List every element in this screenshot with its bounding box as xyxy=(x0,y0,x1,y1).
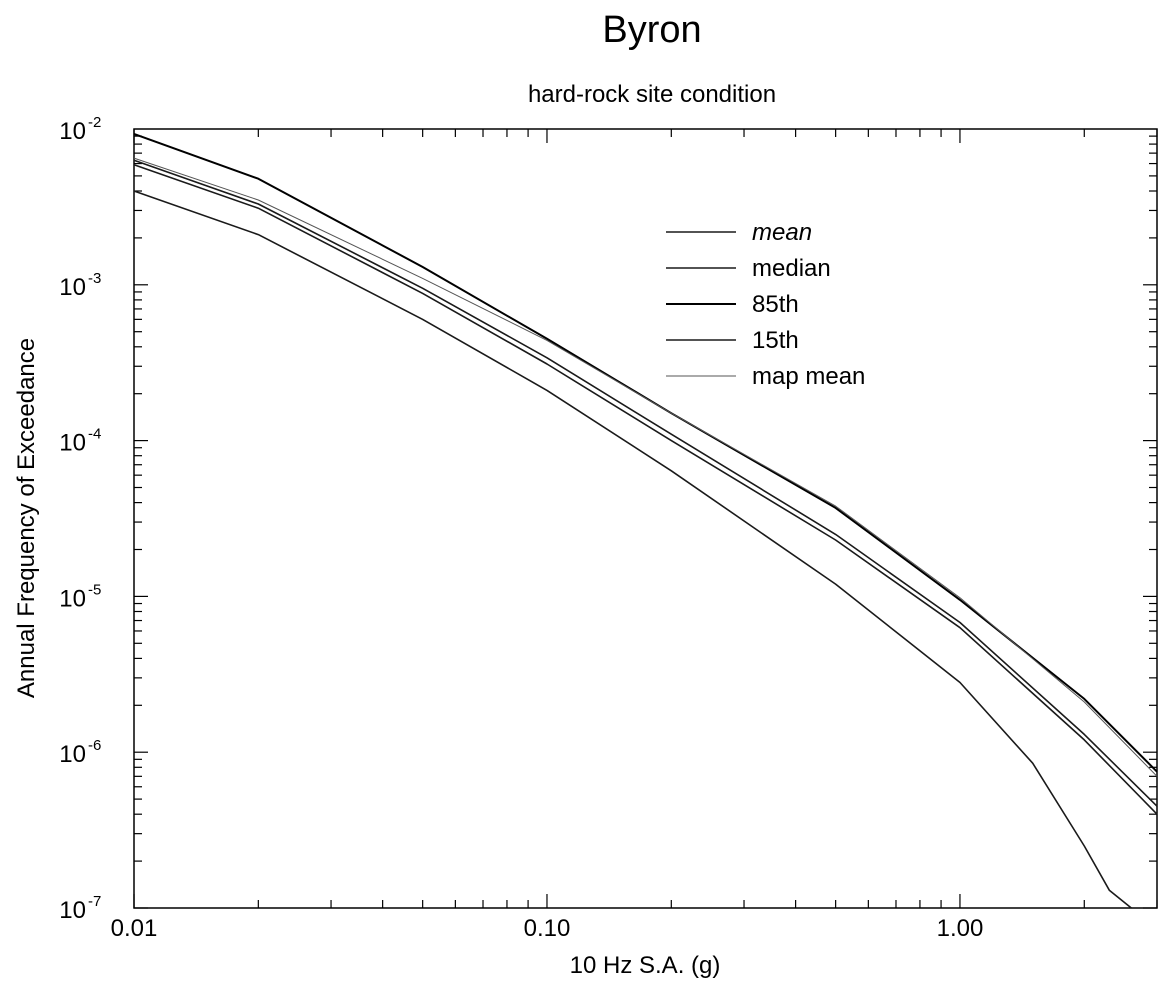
y-tick-label: 10 xyxy=(59,430,86,457)
y-tick-label: 10 xyxy=(59,741,86,768)
chart-subtitle: hard-rock site condition xyxy=(528,81,776,108)
legend-label: map mean xyxy=(752,363,865,390)
y-tick-exponent: -6 xyxy=(88,737,101,754)
x-tick-label: 0.10 xyxy=(524,915,571,942)
y-tick-label: 10 xyxy=(59,897,86,924)
x-tick-label: 1.00 xyxy=(937,915,984,942)
y-tick-exponent: -2 xyxy=(88,114,101,131)
legend-label: 85th xyxy=(752,291,799,318)
y-tick-label: 10 xyxy=(59,118,86,145)
axis-ticks xyxy=(133,129,1158,909)
y-tick-exponent: -4 xyxy=(88,426,101,443)
x-axis-label: 10 Hz S.A. (g) xyxy=(570,952,721,979)
legend: mean median 85th 15th map mean xyxy=(666,219,865,390)
series-line-median xyxy=(133,163,1158,815)
y-tick-exponent: -3 xyxy=(88,270,101,287)
plot-frame xyxy=(133,128,1158,909)
y-tick-exponent: -5 xyxy=(88,581,101,598)
y-tick-label: 10 xyxy=(59,274,86,301)
series-line-85th xyxy=(133,132,1158,773)
x-tick-labels: 0.01 0.10 1.00 xyxy=(111,915,984,942)
series-line-mean xyxy=(133,159,1158,807)
chart-title: Byron xyxy=(602,9,701,51)
legend-label: mean xyxy=(752,219,812,246)
legend-label: median xyxy=(752,255,831,282)
y-tick-label: 10 xyxy=(59,585,86,612)
series-line-map-mean xyxy=(133,157,1158,777)
series-line-15th xyxy=(133,190,1132,909)
y-tick-exponent: -7 xyxy=(88,893,101,910)
series-layer xyxy=(133,132,1158,909)
legend-label: 15th xyxy=(752,327,799,354)
y-tick-labels: 10-210-310-410-510-610-7 xyxy=(59,114,101,924)
x-tick-label: 0.01 xyxy=(111,915,158,942)
y-axis-label: Annual Frequency of Exceedance xyxy=(13,338,40,698)
